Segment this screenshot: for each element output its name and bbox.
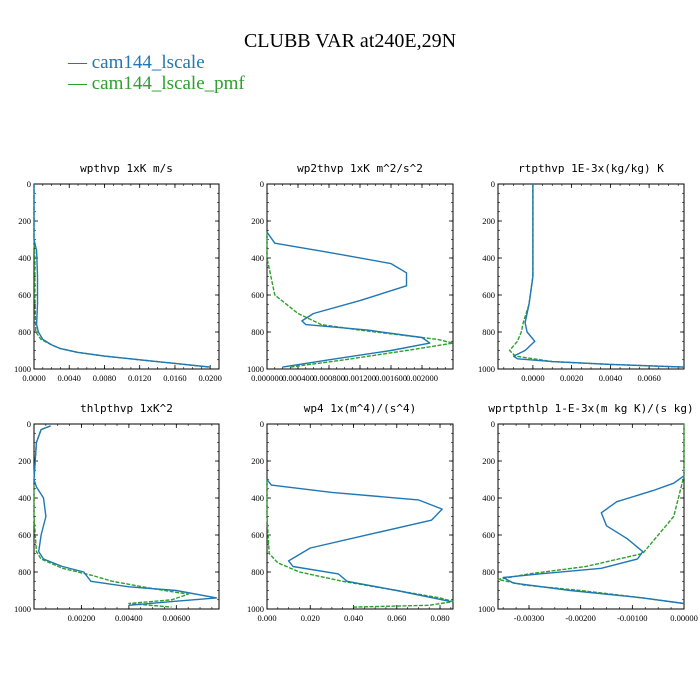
x-tick-label: 0.0040 [599,373,622,383]
y-tick-label: 400 [251,493,264,503]
x-tick-label: 0.00200 [68,613,96,623]
series-line-cam144-lscale-pmf [33,184,209,368]
x-tick-label: 0.0120 [128,373,151,383]
plot-frame [266,183,454,370]
y-tick-label: 1000 [14,604,31,614]
panel-title: thlpthvp 1xK^2 [80,402,173,415]
y-tick-label: 400 [18,253,31,263]
x-tick-label: 0.0060 [637,373,660,383]
y-tick-label: 800 [482,567,495,577]
y-tick-label: 800 [18,327,31,337]
chart-panel-6: wprtpthlp 1-E-3x(m kg K)/(s kg) 0 200 400 60… [478,402,698,623]
y-tick-label: 800 [482,327,495,337]
series-line-cam144-lscale-pmf [266,479,454,608]
x-tick-label: 0.080 [430,613,449,623]
panel-title: wpthvp 1xK m/s [80,162,173,175]
y-tick-label: 1000 [14,364,31,374]
y-tick-label: 1000 [247,364,264,374]
x-tick-label: 0.000800 [313,373,345,383]
series-line-cam144-lscale-pmf [33,425,189,608]
chart-panel-4: thlpthvp 1xK^2 0 200 400 600 800 1000 0.00200 0.… [14,402,220,623]
plot-frame [497,183,685,370]
y-tick-label: 1000 [247,604,264,614]
y-tick-label: 1000 [478,604,495,614]
series-line-cam144-lscale-pmf [508,184,685,368]
series-line-cam144-lscale [266,231,431,368]
y-tick-label: 600 [251,530,264,540]
y-tick-label: 0 [260,419,264,429]
chart-panel-2: wp2thvp 1xK m^2/s^2020040060080010000.00… [247,162,454,383]
x-tick-label: 0.060 [387,613,406,623]
legend-entry-lscale: — cam144_lscale [68,52,205,73]
y-tick-label: 0 [27,419,31,429]
series-line-cam144-lscale [512,184,685,368]
plot-frame [497,423,685,610]
y-tick-label: 600 [18,290,31,300]
x-tick-label: 0.040 [344,613,363,623]
panel-title: wp2thvp 1xK m^2/s^2 [297,162,423,175]
legend-entry-lscale-pmf: — cam144_lscale_pmf [68,73,245,94]
series-line-cam144-lscale [266,479,451,603]
y-tick-label: 400 [482,253,495,263]
series-line-cam144-lscale [33,425,218,606]
x-tick-label: 0.00000 [670,613,698,623]
panel-title: wprtpthlp 1-E-3x(m kg K)/(s kg) [488,402,693,415]
x-tick-label: 0.0020 [560,373,583,383]
x-tick-label: 0.0200 [199,373,222,383]
series-line-cam144-lscale [502,475,685,605]
x-tick-label: 0.002000 [406,373,438,383]
x-tick-label: 0.00600 [162,613,190,623]
y-tick-label: 200 [251,216,264,226]
y-tick-label: 200 [482,456,495,466]
x-tick-label: 0.00400 [115,613,143,623]
x-tick-label: 0.000 [257,613,276,623]
y-tick-label: 0 [260,179,264,189]
panel-title: rtpthvp 1E-3x(kg/kg) K [518,162,664,175]
y-tick-label: 600 [251,290,264,300]
x-tick-label: -0.00100 [617,613,647,623]
x-tick-label: 0.001200 [344,373,376,383]
plot-frame [266,423,454,610]
y-tick-label: 400 [251,253,264,263]
y-tick-label: 800 [251,567,264,577]
y-tick-label: 200 [18,456,31,466]
series-line-cam144-lscale-pmf [497,424,685,605]
x-tick-label: 0.000000 [251,373,283,383]
y-tick-label: 400 [482,493,495,503]
y-tick-label: 600 [18,530,31,540]
chart-panel-3: rtpthvp 1E-3x(kg/kg) K 0 200 400 600 800 1000 0… [478,162,685,383]
y-tick-label: 0 [491,179,495,189]
x-tick-label: 0.000400 [282,373,314,383]
figure-title: CLUBB VAR at240E,29N [243,30,457,52]
y-tick-label: 400 [18,493,31,503]
x-tick-label: 0.0000 [521,373,544,383]
plot-frame [33,183,220,370]
x-tick-label: 0.0160 [163,373,186,383]
x-tick-label: 0.0000 [22,373,45,383]
plot-frame [33,423,220,610]
y-tick-label: 0 [27,179,31,189]
y-tick-label: 800 [251,327,264,337]
y-tick-label: 600 [482,290,495,300]
series-line-cam144-lscale-pmf [266,232,454,368]
x-tick-label: 0.0040 [58,373,81,383]
x-tick-label: 0.001600 [375,373,407,383]
y-tick-label: 800 [18,567,31,577]
y-tick-label: 200 [18,216,31,226]
x-tick-label: 0.020 [301,613,320,623]
y-tick-label: 200 [251,456,264,466]
series-line-cam144-lscale [33,184,211,368]
x-tick-label: 0.0080 [93,373,116,383]
y-tick-label: 200 [482,216,495,226]
x-tick-label: -0.00300 [514,613,544,623]
y-tick-label: 0 [491,419,495,429]
x-tick-label: -0.00200 [565,613,595,623]
y-tick-label: 600 [482,530,495,540]
y-tick-label: 1000 [478,364,495,374]
panel-title: wp4 1x(m^4)/(s^4) [304,402,417,415]
